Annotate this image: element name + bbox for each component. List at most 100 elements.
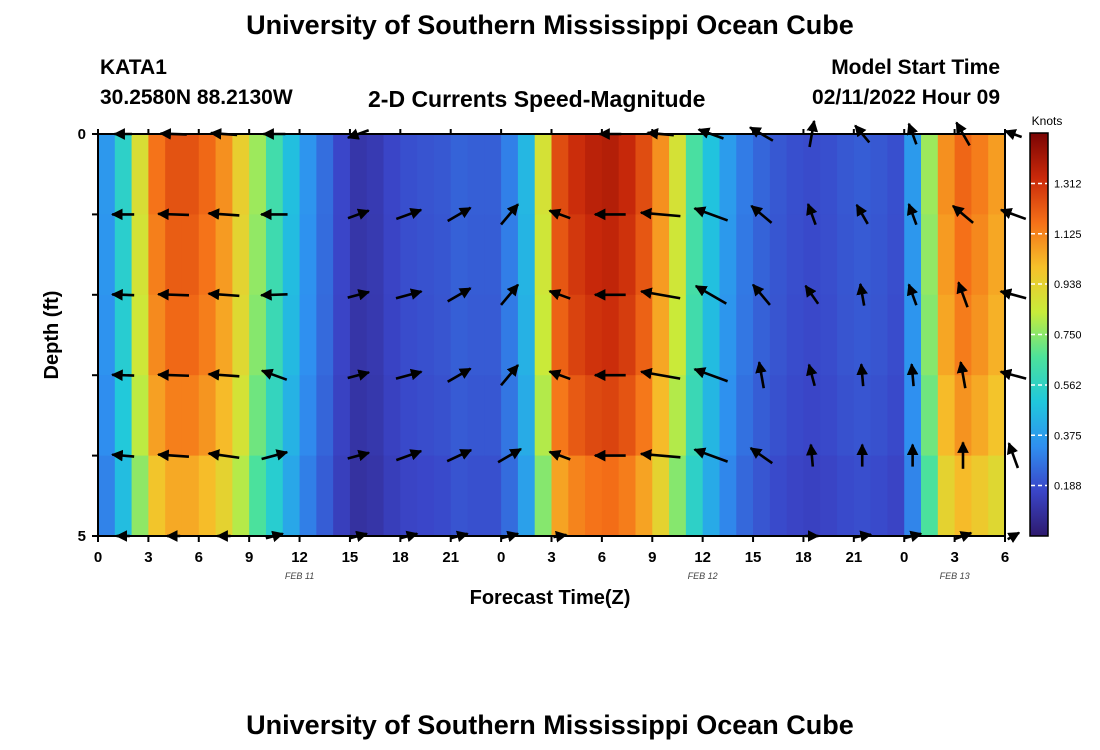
heat-cell [316,294,334,376]
heat-cell [937,214,956,296]
current-vector [639,448,681,461]
heat-cell [803,294,821,376]
heat-cell [585,294,603,376]
heat-cell [870,294,889,376]
heat-cell [585,214,603,296]
current-vector [207,208,240,220]
heat-cell [181,294,200,376]
heat-cell [921,214,939,296]
heat-cell [702,294,721,376]
heat-cell [366,455,385,537]
heat-cell [685,455,704,537]
heat-cell [568,134,586,215]
heat-cell [333,214,351,296]
heat-cell [820,134,838,215]
heat-cell [417,214,435,296]
heat-cell [501,375,519,457]
heat-cell [501,214,519,296]
heat-cell [114,294,133,376]
current-vector [548,449,571,461]
heat-cell [887,294,905,376]
heat-cell [265,455,284,537]
y-axis: 05 [78,126,98,545]
date-label: FEB 12 [688,571,718,581]
current-vector [855,203,869,225]
heat-cell [148,214,166,296]
heat-cell [282,375,301,457]
heat-cell [198,214,217,296]
heat-cell [635,134,653,215]
heat-cell [501,134,519,215]
heat-cell [837,375,855,457]
current-vector [956,361,969,389]
heat-cell [249,214,267,296]
heat-cell [400,134,418,215]
heat-cell [971,214,989,296]
heat-cell [249,375,267,457]
y-tick-label: 0 [78,126,86,143]
heat-cell [467,134,485,215]
x-tick-label: 0 [900,549,908,566]
heat-cell [853,214,872,296]
heat-cell [853,455,872,537]
heat-cell [568,455,586,537]
heat-cell [820,214,838,296]
heat-cell [736,134,754,215]
heat-cell [669,375,687,457]
heat-cell [904,455,922,537]
heat-cell [652,455,670,537]
heat-cell [282,214,301,296]
current-vector [260,368,288,381]
heat-cell [450,294,469,376]
heat-cell [484,134,502,215]
heat-cell [517,134,536,215]
heat-cell [534,455,553,537]
heat-cell [937,455,956,537]
heat-cell [198,294,217,376]
heat-cell [484,455,502,537]
x-tick-label: 0 [94,549,102,566]
current-vector [447,367,472,383]
heat-cell [635,375,653,457]
heat-cell [870,214,889,296]
heat-cell [601,134,620,215]
heat-cell [921,375,939,457]
current-vector [207,449,240,461]
current-vector [755,361,767,389]
heat-cell [551,214,569,296]
x-tick-label: 15 [745,549,762,566]
heat-cell [383,134,401,215]
heat-cell [114,455,133,537]
heat-cell [249,134,267,215]
footer-title: University of Southern Mississippi Ocean… [246,710,854,740]
heat-cell [652,294,670,376]
heat-cell [921,294,939,376]
current-vector [806,363,818,387]
heat-cell [988,375,1006,457]
heat-cell [467,455,485,537]
heat-cell [870,375,889,457]
heat-cell [366,375,385,457]
heat-cell [215,455,233,537]
heat-cell [685,375,704,457]
heat-cell [887,375,905,457]
heat-cell [282,134,301,215]
y-tick-label: 5 [78,528,86,545]
current-vector [347,208,370,220]
heat-cell [349,134,368,215]
heat-cell [971,134,989,215]
heat-cell [215,375,233,457]
heat-cell [383,455,401,537]
x-tick-label: 12 [694,549,711,566]
x-tick-label: 18 [795,549,812,566]
heat-cell [165,214,183,296]
heat-cell [316,455,334,537]
heat-cell [450,134,469,215]
heat-cell [114,214,133,296]
current-vector [751,283,771,306]
heat-cell [417,375,435,457]
heat-cell [349,375,368,457]
current-vector [956,281,969,308]
heat-cell [904,134,922,215]
